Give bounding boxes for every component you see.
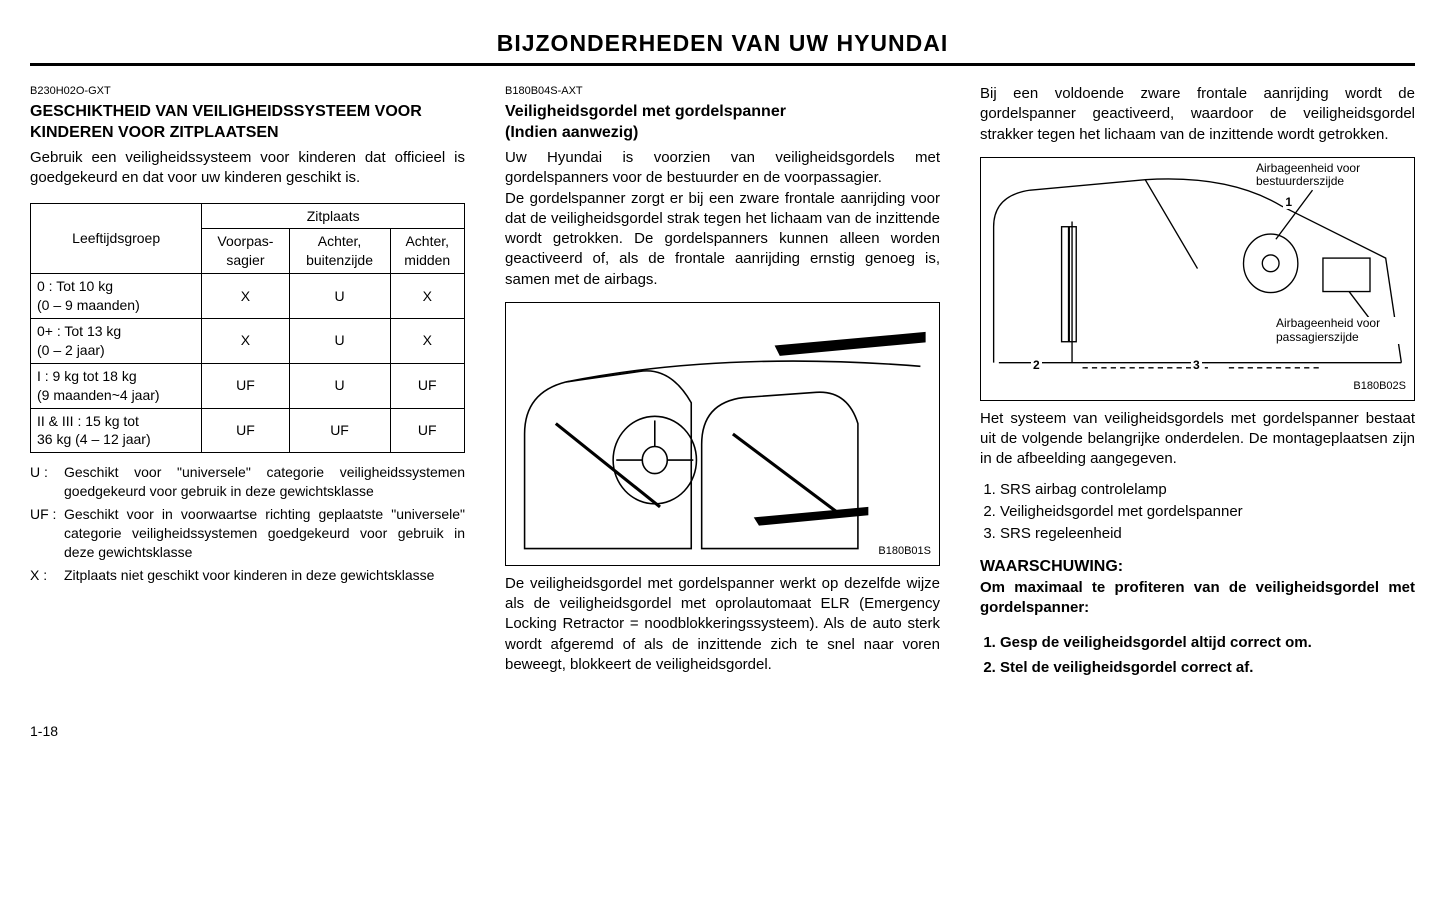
column-1: B230H02O-GXT GESCHIKTHEID VAN VEILIGHEID… [30,84,465,693]
column-2: B180B04S-AXT Veiligheidsgordel met gorde… [505,84,940,693]
paragraph: Uw Hyundai is voorzien van veiligheidsgo… [505,148,940,189]
def-row: X : Zitplaats niet geschikt voor kindere… [30,566,465,585]
suit-cell: UF [202,408,289,453]
page-title: BIJZONDERHEDEN VAN UW HYUNDAI [30,30,1415,57]
def-key: U : [30,463,58,501]
table-row: I : 9 kg tot 18 kg (9 maanden~4 jaar) UF… [31,363,465,408]
paragraph: Bij een voldoende zware frontale aanrijd… [980,84,1415,145]
suit-cell: X [202,274,289,319]
table-header-seat: Zitplaats [202,203,465,229]
table-row: 0+ : Tot 13 kg (0 – 2 jaar) X U X [31,318,465,363]
figure-callout-3: 3 [1191,359,1202,372]
def-text: Zitplaats niet geschikt voor kinderen in… [64,566,434,585]
suit-cell: UF [202,363,289,408]
paragraph: De veiligheidsgordel met gordelspanner w… [505,574,940,675]
list-item: SRS regeleenheid [1000,524,1415,544]
warning-intro: Om maximaal te profiteren van de veiligh… [980,578,1415,619]
def-text: Geschikt voor in voorwaartse richting ge… [64,505,465,562]
def-text: Geschikt voor "universele" categorie vei… [64,463,465,501]
list-item: SRS airbag controlelamp [1000,480,1415,500]
suit-cell: U [289,318,390,363]
def-key: X : [30,566,58,585]
section-code: B180B04S-AXT [505,84,940,99]
figure-airbag: Airbageenheid voor bestuurderszijde Airb… [980,157,1415,401]
section-subheading: (Indien aanwezig) [505,122,940,144]
figure-code: B180B02S [1353,379,1406,394]
age-cell: I : 9 kg tot 18 kg (9 maanden~4 jaar) [31,363,202,408]
suit-cell: UF [390,363,464,408]
suit-cell: X [390,274,464,319]
figure-seatbelt: B180B01S [505,302,940,566]
section-code: B230H02O-GXT [30,84,465,99]
definitions: U : Geschikt voor "universele" categorie… [30,463,465,584]
figure-label-passenger-airbag: Airbageenheid voor passagierszijde [1274,317,1408,343]
suit-cell: U [289,363,390,408]
section-heading: Veiligheidsgordel met gordelspanner [505,101,940,123]
figure-label-driver-airbag: Airbageenheid voor bestuurderszijde [1254,162,1408,188]
content-columns: B230H02O-GXT GESCHIKTHEID VAN VEILIGHEID… [30,84,1415,693]
figure-callout-2: 2 [1031,359,1042,372]
table-col-front: Voorpas- sagier [202,229,289,274]
list-item: Gesp de veiligheidsgordel altijd correct… [1000,633,1415,653]
def-row: U : Geschikt voor "universele" categorie… [30,463,465,501]
list-item: Stel de veiligheidsgordel correct af. [1000,658,1415,678]
warning-list: Gesp de veiligheidsgordel altijd correct… [980,633,1415,678]
table-row: 0 : Tot 10 kg (0 – 9 maanden) X U X [31,274,465,319]
age-cell: II & III : 15 kg tot 36 kg (4 – 12 jaar) [31,408,202,453]
list-item: Veiligheidsgordel met gordelspanner [1000,502,1415,522]
paragraph: De gordelspanner zorgt er bij een zware … [505,189,940,290]
age-cell: 0+ : Tot 13 kg (0 – 2 jaar) [31,318,202,363]
figure-callout-1: 1 [1283,196,1294,209]
seatbelt-illustration [512,309,933,559]
page-number: 1-18 [30,723,1415,739]
suit-cell: U [289,274,390,319]
table-header-agegroup: Leeftijdsgroep [31,203,202,274]
age-cell: 0 : Tot 10 kg (0 – 9 maanden) [31,274,202,319]
section-heading: GESCHIKTHEID VAN VEILIGHEIDSSYSTEEM VOOR… [30,101,465,144]
title-rule [30,63,1415,66]
component-list: SRS airbag controlelamp Veiligheidsgorde… [980,480,1415,545]
suit-cell: UF [289,408,390,453]
paragraph: Het systeem van veiligheidsgordels met g… [980,409,1415,470]
warning-heading: WAARSCHUWING: [980,556,1415,578]
suit-cell: X [202,318,289,363]
column-3: Bij een voldoende zware frontale aanrijd… [980,84,1415,693]
def-key: UF : [30,505,58,562]
intro-paragraph: Gebruik een veiligheidssysteem voor kind… [30,148,465,189]
table-col-rear-mid: Achter, midden [390,229,464,274]
suit-cell: UF [390,408,464,453]
suit-cell: X [390,318,464,363]
suitability-table: Leeftijdsgroep Zitplaats Voorpas- sagier… [30,203,465,454]
def-row: UF : Geschikt voor in voorwaartse richti… [30,505,465,562]
table-col-rear-outer: Achter, buitenzijde [289,229,390,274]
table-row: II & III : 15 kg tot 36 kg (4 – 12 jaar)… [31,408,465,453]
figure-code: B180B01S [878,544,931,559]
